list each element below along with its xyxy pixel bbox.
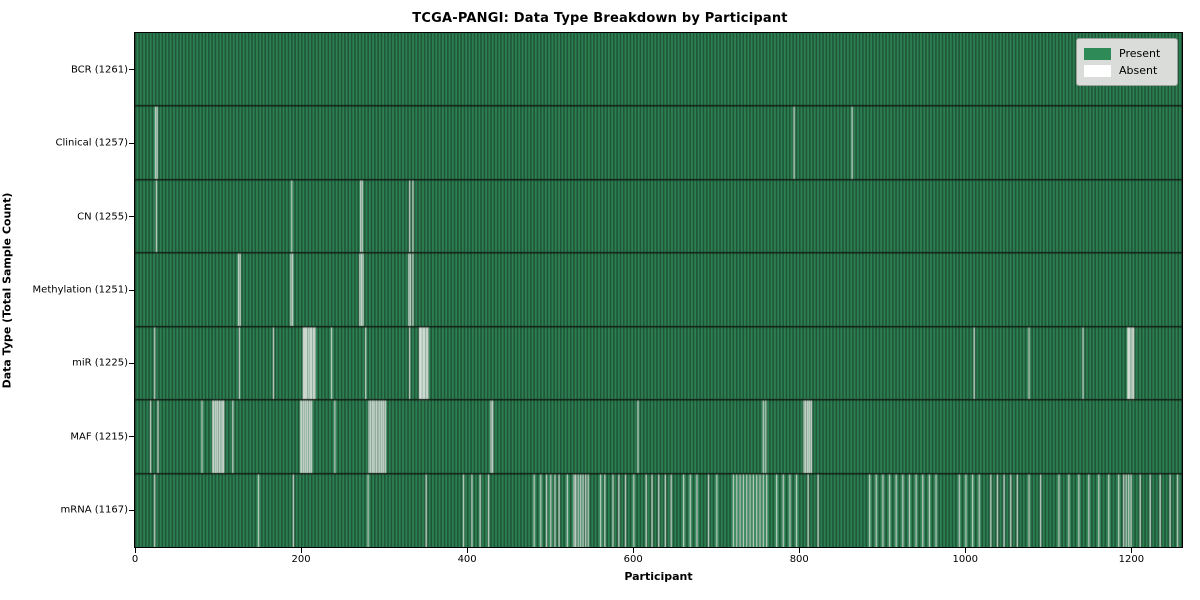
- x-tick-label: 0: [131, 554, 139, 565]
- legend-label-present: Present: [1119, 47, 1161, 60]
- x-tick-mark: [965, 548, 967, 553]
- y-tick-label: BCR (1261): [70, 64, 128, 76]
- y-tick-mark: [129, 289, 134, 291]
- y-tick-label: Methylation (1251): [32, 284, 128, 296]
- legend-item-present: Present: [1084, 45, 1169, 62]
- y-tick-label: MAF (1215): [70, 431, 128, 443]
- x-tick-label: 1200: [1118, 554, 1145, 565]
- y-tick-mark: [129, 216, 134, 218]
- x-tick-mark: [1131, 548, 1133, 553]
- x-tick-mark: [633, 548, 635, 553]
- plot-area: [134, 32, 1183, 548]
- chart-title: TCGA-PANGI: Data Type Breakdown by Parti…: [412, 11, 788, 26]
- y-tick-label: mRNA (1167): [60, 504, 128, 516]
- y-tick-label: miR (1225): [72, 357, 128, 369]
- x-tick-label: 400: [457, 554, 477, 565]
- y-axis-label: Data Type (Total Sample Count): [0, 192, 14, 389]
- y-tick-mark: [129, 142, 134, 144]
- y-tick-label: CN (1255): [77, 211, 128, 223]
- y-tick-mark: [129, 509, 134, 511]
- legend: Present Absent: [1076, 38, 1178, 86]
- x-tick-label: 600: [623, 554, 643, 565]
- heatmap-canvas: [135, 33, 1182, 547]
- legend-item-absent: Absent: [1084, 62, 1169, 79]
- x-axis-label: Participant: [624, 570, 693, 583]
- y-tick-mark: [129, 436, 134, 438]
- present-swatch-icon: [1084, 47, 1111, 60]
- y-tick-label: Clinical (1257): [55, 137, 129, 149]
- legend-label-absent: Absent: [1119, 64, 1158, 77]
- x-tick-mark: [135, 548, 136, 553]
- y-tick-mark: [129, 362, 134, 364]
- x-tick-mark: [301, 548, 303, 553]
- x-tick-label: 1000: [952, 554, 979, 565]
- x-tick-label: 200: [291, 554, 311, 565]
- y-tick-mark: [129, 69, 134, 71]
- x-tick-mark: [467, 548, 469, 553]
- absent-swatch-icon: [1084, 64, 1111, 77]
- x-tick-mark: [799, 548, 801, 553]
- x-tick-label: 800: [789, 554, 809, 565]
